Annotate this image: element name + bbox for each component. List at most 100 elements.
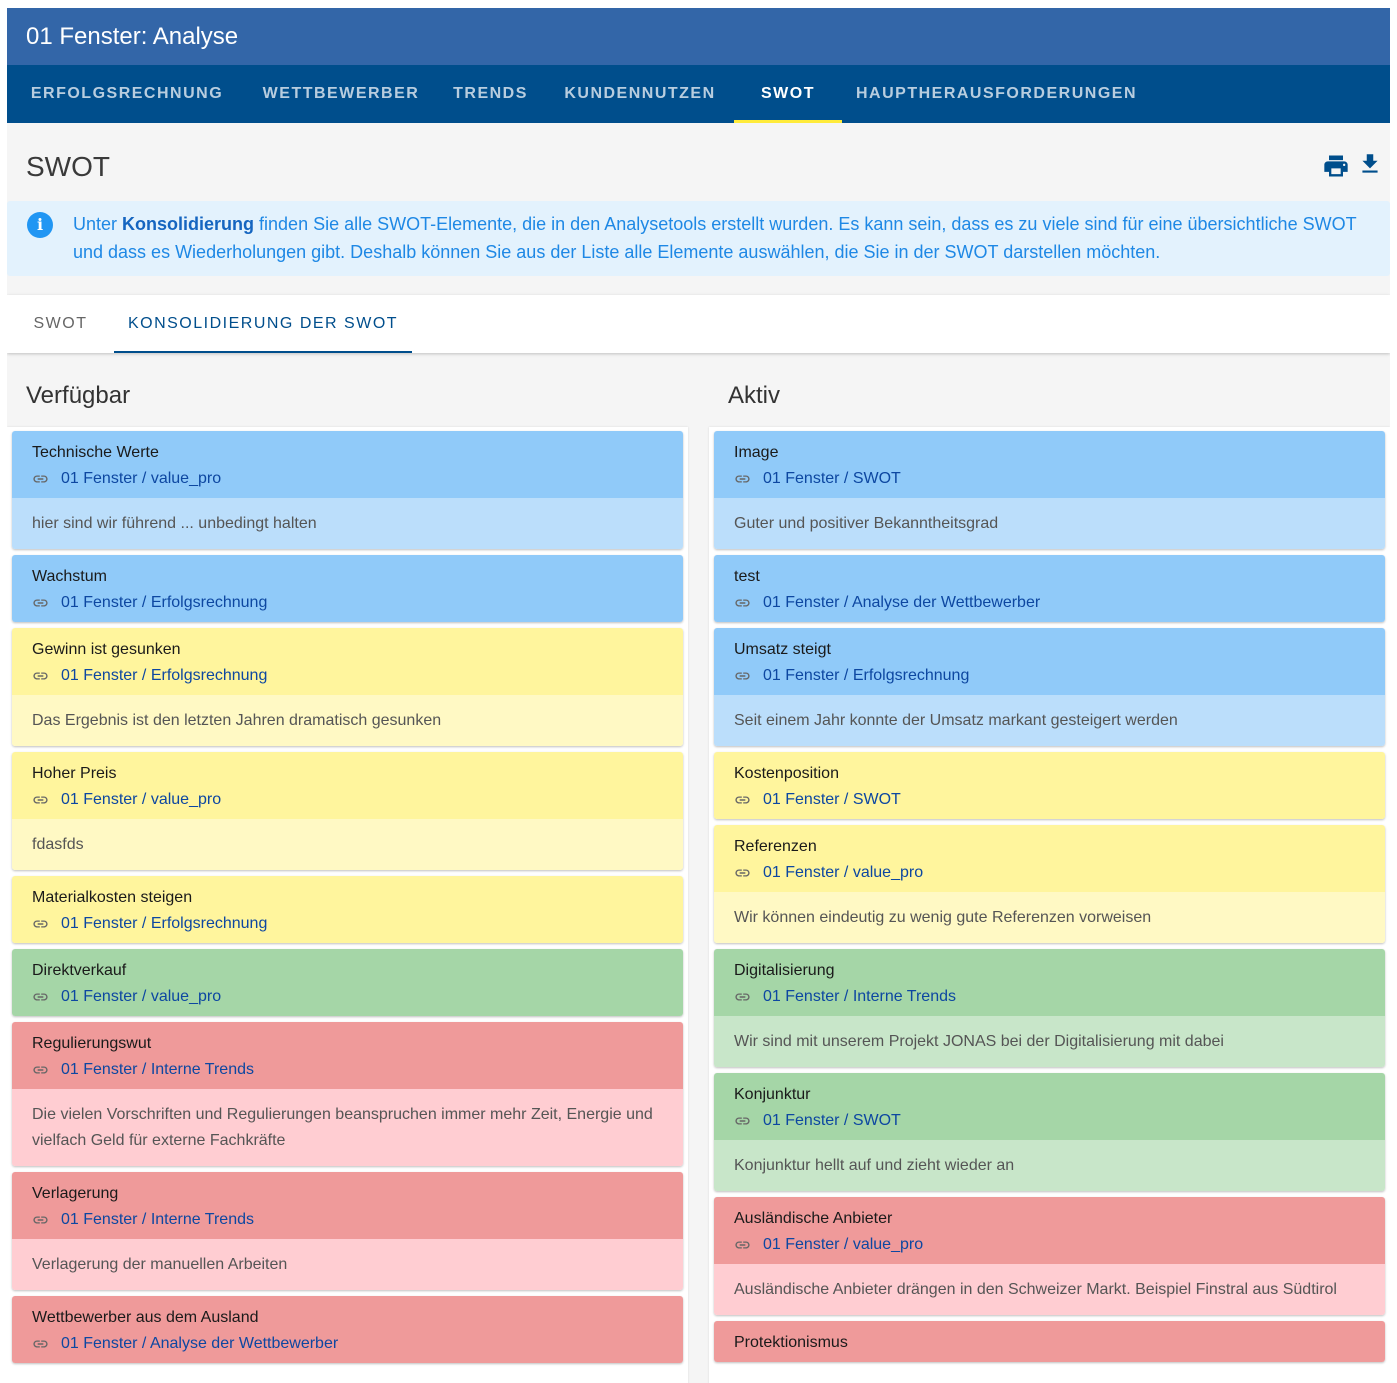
swot-card[interactable]: Referenzen 01 Fenster / value_pro Wir könn… [714,825,1385,943]
swot-card-title: Protektionismus [734,1334,848,1351]
swot-card-title: Referenzen [734,838,817,855]
swot-card-source-link[interactable]: 01 Fenster / SWOT [734,1111,1365,1131]
swot-card-source-text[interactable]: 01 Fenster / SWOT [763,1112,901,1129]
swot-card-source-link[interactable]: 01 Fenster / value_pro [734,863,1365,883]
swot-card-source-text[interactable]: 01 Fenster / Interne Trends [61,1211,254,1228]
app-frame: 01 Fenster: Analyse ERFOLGSRECHNUNG WETT… [7,8,1390,1383]
swot-card-source-link[interactable]: 01 Fenster / Interne Trends [32,1060,663,1080]
swot-card-source-text[interactable]: 01 Fenster / Erfolgsrechnung [763,667,970,684]
swot-card-source-link[interactable]: 01 Fenster / value_pro [32,987,663,1007]
swot-card-description: Seit einem Jahr konnte der Umsatz markan… [714,695,1385,746]
swot-card[interactable]: Kostenposition 01 Fenster / SWOT [714,752,1385,819]
swot-card-header: Referenzen 01 Fenster / value_pro [714,825,1385,892]
swot-card[interactable]: Materialkosten steigen 01 Fenster / Erfol… [12,876,683,943]
swot-card[interactable]: Image 01 Fenster / SWOT Guter und positive… [714,431,1385,549]
swot-card-source-text[interactable]: 01 Fenster / value_pro [763,864,924,881]
tab-erfolgsrechnung[interactable]: ERFOLGSRECHNUNG [30,85,224,102]
link-icon [33,796,48,804]
subtab-konsolidierung[interactable]: KONSOLIDIERUNG DER SWOT [114,295,412,353]
swot-card-source-text[interactable]: 01 Fenster / Analyse der Wettbewerber [763,594,1041,611]
swot-card-source-text[interactable]: 01 Fenster / Erfolgsrechnung [61,594,268,611]
swot-card-header: Wettbewerber aus dem Ausland 01 Fenster /… [12,1296,683,1363]
swot-card-header: Technische Werte 01 Fenster / value_pro [12,431,683,498]
swot-card-source-link[interactable]: 01 Fenster / Analyse der Wettbewerber [734,593,1365,613]
swot-card-source-text[interactable]: 01 Fenster / value_pro [763,1236,924,1253]
swot-card[interactable]: Gewinn ist gesunken 01 Fenster / Erfolgsr… [12,628,683,746]
swot-card-source-text[interactable]: 01 Fenster / value_pro [61,988,222,1005]
link-icon [735,869,750,877]
download-icon[interactable] [1357,150,1383,178]
swot-card-header: Protektionismus [714,1321,1385,1362]
swot-card-source-link[interactable]: 01 Fenster / Interne Trends [32,1210,663,1230]
swot-card-source-text[interactable]: 01 Fenster / Erfolgsrechnung [61,915,268,932]
swot-card-header: Regulierungswut 01 Fenster / Interne Tren… [12,1022,683,1089]
swot-card[interactable]: Verlagerung 01 Fenster / Interne Trends Ve… [12,1172,683,1290]
swot-card-header: Materialkosten steigen 01 Fenster / Erfol… [12,876,683,943]
swot-card-title: Konjunktur [734,1086,811,1103]
swot-card-source-link[interactable]: 01 Fenster / Erfolgsrechnung [32,593,663,613]
swot-card[interactable]: Regulierungswut 01 Fenster / Interne Tren… [12,1022,683,1166]
swot-card-source-link[interactable]: 01 Fenster / SWOT [734,469,1365,489]
swot-card-source-text[interactable]: 01 Fenster / SWOT [763,791,901,808]
swot-card-description: Verlagerung der manuellen Arbeiten [12,1239,683,1290]
page-header: SWOT [7,123,1390,208]
swot-card[interactable]: Konjunktur 01 Fenster / SWOT Konjunktur he… [714,1073,1385,1191]
swot-card-source-link[interactable]: 01 Fenster / value_pro [32,790,663,810]
swot-card-title: Verlagerung [32,1185,119,1202]
swot-card-source-link[interactable]: 01 Fenster / SWOT [734,790,1365,810]
app-title: 01 Fenster: Analyse [26,22,239,50]
swot-card[interactable]: test 01 Fenster / Analyse der Wettbewerbe… [714,555,1385,622]
info-text-prefix: Unter [73,214,123,234]
link-icon [735,1117,750,1125]
swot-card[interactable]: Wettbewerber aus dem Ausland 01 Fenster /… [12,1296,683,1363]
link-icon [33,672,48,680]
swot-card[interactable]: Hoher Preis 01 Fenster / value_pro fdasfds [12,752,683,870]
swot-card[interactable]: Technische Werte 01 Fenster / value_pro hi… [12,431,683,549]
available-heading: Verfügbar [26,382,131,409]
swot-card-source-link[interactable]: 01 Fenster / Erfolgsrechnung [32,914,663,934]
swot-card-description: Guter und positiver Bekanntheitsgrad [714,498,1385,549]
swot-card-header: Konjunktur 01 Fenster / SWOT [714,1073,1385,1140]
swot-card-title: Gewinn ist gesunken [32,641,181,658]
swot-card[interactable]: Direktverkauf 01 Fenster / value_pro [12,949,683,1016]
swot-card-description: Konjunktur hellt auf und zieht wieder an [714,1140,1385,1191]
swot-card-source-text[interactable]: 01 Fenster / Erfolgsrechnung [61,667,268,684]
swot-card[interactable]: Wachstum 01 Fenster / Erfolgsrechnung [12,555,683,622]
swot-card-title: Ausländische Anbieter [734,1210,893,1227]
tab-trends[interactable]: TRENDS [453,85,528,102]
swot-card-title: Kostenposition [734,765,839,782]
swot-card-source-link[interactable]: 01 Fenster / Erfolgsrechnung [734,666,1365,686]
swot-card-source-text[interactable]: 01 Fenster / Interne Trends [763,988,956,1005]
swot-card-title: Image [734,444,779,461]
tab-swot[interactable]: SWOT [734,65,842,123]
swot-card-header: Verlagerung 01 Fenster / Interne Trends [12,1172,683,1239]
swot-card-source-text[interactable]: 01 Fenster / Analyse der Wettbewerber [61,1335,339,1352]
available-list: Technische Werte 01 Fenster / value_pro hi… [7,427,688,1383]
swot-card[interactable]: Ausländische Anbieter 01 Fenster / value_… [714,1197,1385,1315]
swot-card-source-link[interactable]: 01 Fenster / Interne Trends [734,987,1365,1007]
swot-card-source-text[interactable]: 01 Fenster / Interne Trends [61,1061,254,1078]
tab-hauptherausforderungen[interactable]: HAUPTHERAUSFORDERUNGEN [855,85,1137,102]
swot-card-source-link[interactable]: 01 Fenster / value_pro [32,469,663,489]
link-icon [735,993,750,1001]
swot-card[interactable]: Protektionismus [714,1321,1385,1362]
swot-card-source-link[interactable]: 01 Fenster / value_pro [734,1235,1365,1255]
swot-card-source-text[interactable]: 01 Fenster / value_pro [61,470,222,487]
swot-card-header: Gewinn ist gesunken 01 Fenster / Erfolgsr… [12,628,683,695]
swot-card[interactable]: Umsatz steigt 01 Fenster / Erfolgsrechnun… [714,628,1385,746]
swot-card-source-text[interactable]: 01 Fenster / SWOT [763,470,901,487]
tab-wettbewerber[interactable]: WETTBEWERBER [262,85,420,102]
link-icon [33,475,48,483]
info-text: Unter Konsolidierung finden Sie alle SWO… [73,210,1373,266]
print-icon[interactable] [1322,152,1350,180]
swot-card-source-text[interactable]: 01 Fenster / value_pro [61,791,222,808]
swot-card-source-link[interactable]: 01 Fenster / Analyse der Wettbewerber [32,1334,663,1354]
swot-card[interactable]: Digitalisierung 01 Fenster / Interne Tren… [714,949,1385,1067]
info-text-suffix: finden Sie alle SWOT-Elemente, die in de… [73,214,1357,262]
info-icon: i [27,212,53,238]
swot-card-source-link[interactable]: 01 Fenster / Erfolgsrechnung [32,666,663,686]
swot-card-description: fdasfds [12,819,683,870]
tab-kundennutzen[interactable]: KUNDENNUTZEN [564,85,716,102]
subtab-swot[interactable]: SWOT [33,315,88,332]
swot-card-title: Wettbewerber aus dem Ausland [32,1309,259,1326]
